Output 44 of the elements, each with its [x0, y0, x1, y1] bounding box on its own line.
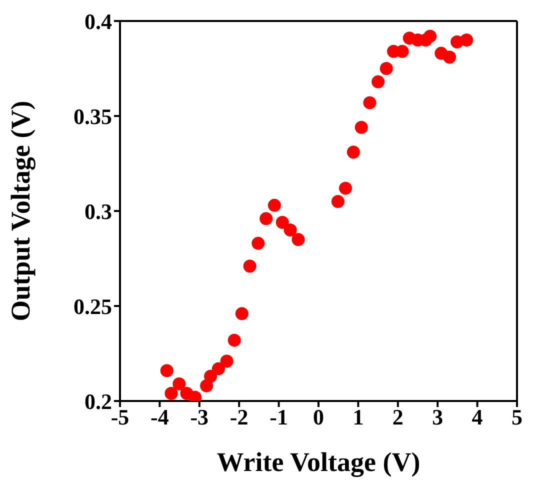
point [160, 364, 174, 378]
point [346, 146, 360, 159]
x-tick-label: 0 [313, 404, 324, 430]
point [204, 370, 218, 383]
x-tick-label: 3 [432, 404, 444, 430]
y-tick-label: 0.25 [74, 294, 112, 319]
point [380, 62, 393, 75]
y-tick-label: 0.4 [84, 8, 112, 34]
x-tick-label: 5 [512, 404, 522, 430]
point [443, 50, 456, 64]
point [220, 354, 234, 368]
point [260, 212, 273, 226]
x-tick-label: -3 [190, 404, 209, 430]
x-tick-label: -4 [150, 404, 169, 430]
x-tick-label: -1 [270, 404, 288, 430]
x-tick-label: 4 [472, 404, 483, 430]
point [284, 224, 297, 236]
y-tick-label: 0.2 [84, 388, 112, 414]
point [268, 198, 281, 212]
x-tick-label: -5 [110, 404, 130, 430]
y-tick-label: 0.35 [74, 104, 112, 129]
x-tick-label: 2 [392, 404, 404, 430]
point [424, 30, 437, 43]
point [396, 44, 409, 58]
point [172, 377, 186, 390]
point [354, 120, 368, 134]
x-tick-label: 1 [352, 404, 364, 430]
point [243, 260, 256, 273]
point [228, 334, 241, 347]
point [212, 362, 225, 376]
point [292, 233, 305, 246]
point [235, 307, 248, 320]
point [460, 34, 474, 46]
point [331, 195, 344, 208]
x-tick-label: -2 [230, 404, 248, 430]
point [372, 75, 385, 88]
y-tick-label: 0.3 [84, 198, 112, 224]
point [363, 96, 376, 110]
point [252, 236, 265, 250]
point [164, 386, 178, 400]
point [338, 182, 352, 195]
x-axis-title: Write Voltage (V) [216, 447, 420, 477]
point [276, 216, 289, 229]
y-axis-title: Output Voltage (V) [6, 100, 36, 322]
